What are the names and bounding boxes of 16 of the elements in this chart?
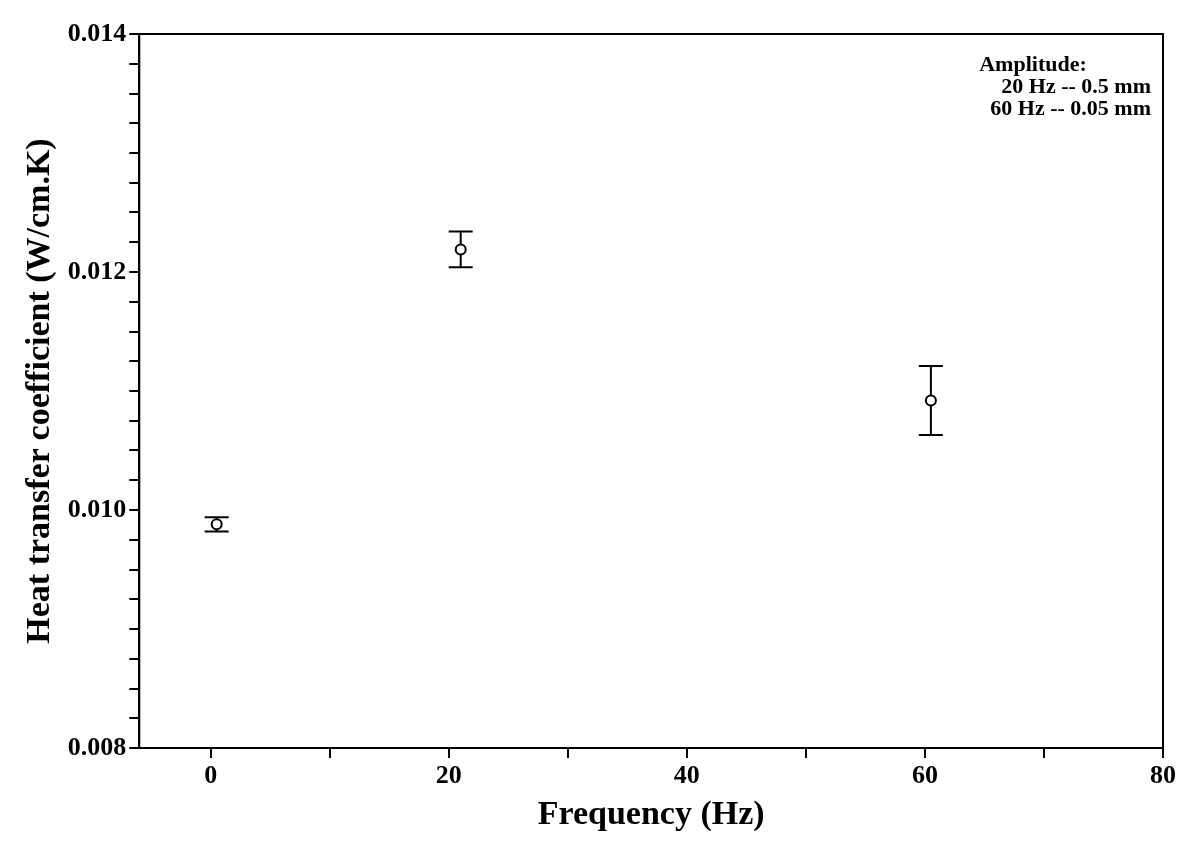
annotation: 60 Hz -- 0.05 mm: [990, 94, 1151, 120]
y-tick-label: 0.012: [67, 255, 127, 285]
x-tick-label: 60: [911, 760, 938, 790]
y-axis-title: Heat transfer coefficient (W/cm.K): [19, 138, 58, 644]
x-tick-label: 80: [1150, 760, 1176, 790]
point: [210, 518, 223, 531]
x-tick-label: 20: [435, 760, 462, 790]
y-tick-label: 0.014: [67, 17, 127, 47]
point: [924, 394, 937, 407]
point: [454, 243, 467, 256]
x-tick-label: 40: [673, 760, 700, 790]
y-tick-label: 0.010: [67, 493, 127, 523]
annotation: Amplitude:: [979, 50, 1087, 76]
x-axis-title: Frequency (Hz): [537, 794, 765, 833]
x-tick-label: 0: [204, 760, 218, 790]
y-tick-label: 0.008: [67, 731, 127, 761]
